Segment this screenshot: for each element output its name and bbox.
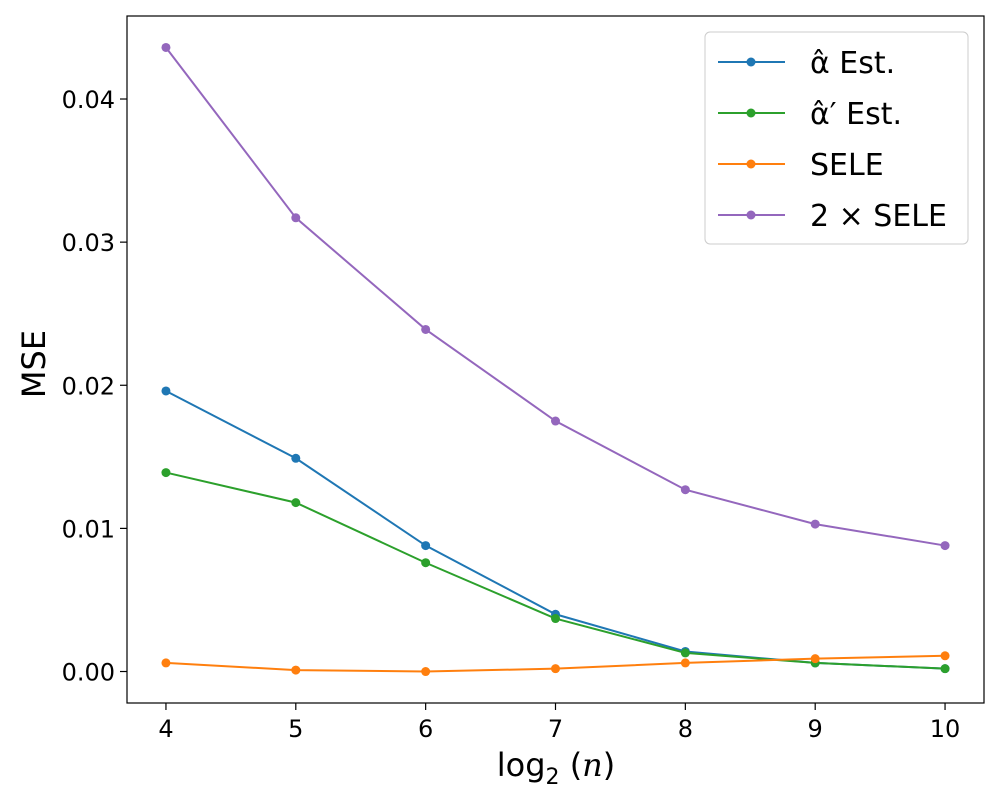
x-tick-label: 4 (158, 715, 173, 743)
series-2 (161, 651, 950, 677)
legend-label: 2 × SELE (810, 199, 947, 234)
y-axis-label: MSE (15, 330, 53, 398)
x-tick-label: 5 (288, 715, 303, 743)
legend-item: α̂ Est. (718, 46, 895, 81)
legend-item: SELE (718, 148, 884, 183)
data-point (680, 485, 690, 495)
x-tick-label: 6 (418, 715, 433, 743)
series-3 (161, 42, 950, 551)
data-point (810, 654, 820, 664)
series-line (165, 390, 946, 670)
x-axis-label-paren-close: ) (603, 746, 615, 784)
data-point (421, 667, 431, 677)
legend-label: α̂′ Est. (810, 97, 902, 132)
legend-label: α̂ Est. (810, 46, 895, 81)
y-axis: 0.00 0.01 0.02 0.03 0.04 (62, 86, 127, 687)
data-point (161, 386, 171, 396)
data-point (810, 519, 820, 529)
legend-box (704, 31, 969, 245)
data-point (161, 658, 171, 668)
legend-marker (746, 57, 756, 67)
x-axis-label-var: n (582, 746, 603, 784)
x-axis: 4 5 6 7 8 9 10 (158, 703, 960, 743)
y-tick-label: 0.02 (62, 372, 115, 400)
data-point (551, 664, 560, 674)
y-tick-label: 0.03 (62, 229, 115, 257)
data-point (291, 213, 301, 223)
legend-marker (746, 159, 756, 169)
data-point (291, 665, 301, 675)
data-point (421, 324, 431, 334)
data-point (551, 416, 560, 426)
data-point (940, 541, 950, 551)
legend-item: α̂′ Est. (718, 97, 902, 132)
legend-item: 2 × SELE (718, 199, 947, 234)
legend-marker (746, 108, 756, 118)
series-line (165, 471, 946, 670)
data-point (940, 651, 950, 661)
series-0 (161, 386, 950, 674)
data-point (421, 558, 431, 568)
x-axis-label-log: log (497, 746, 546, 784)
x-tick-label: 7 (548, 715, 563, 743)
x-tick-label: 8 (678, 715, 693, 743)
legend: α̂ Est. α̂′ Est. SELE 2 × SELE (704, 31, 969, 245)
x-tick-label: 9 (808, 715, 823, 743)
series-1 (161, 468, 950, 674)
data-point (291, 453, 301, 463)
x-tick-label: 10 (930, 715, 961, 743)
x-axis-label-base: 2 (546, 765, 560, 790)
y-tick-label: 0.04 (62, 86, 115, 114)
legend-marker (746, 210, 756, 220)
data-point (291, 498, 301, 508)
data-point (940, 664, 950, 674)
legend-label: SELE (810, 148, 884, 183)
data-point (551, 614, 560, 624)
plot-marks (161, 42, 950, 677)
data-point (161, 42, 171, 52)
data-point (421, 541, 431, 551)
x-axis-label-paren-open: ( (560, 746, 583, 784)
data-point (161, 468, 171, 478)
x-axis-label: log2 (n) (497, 746, 616, 790)
y-tick-label: 0.00 (62, 659, 115, 687)
data-point (680, 648, 690, 658)
y-tick-label: 0.01 (62, 515, 115, 543)
data-point (680, 658, 690, 668)
